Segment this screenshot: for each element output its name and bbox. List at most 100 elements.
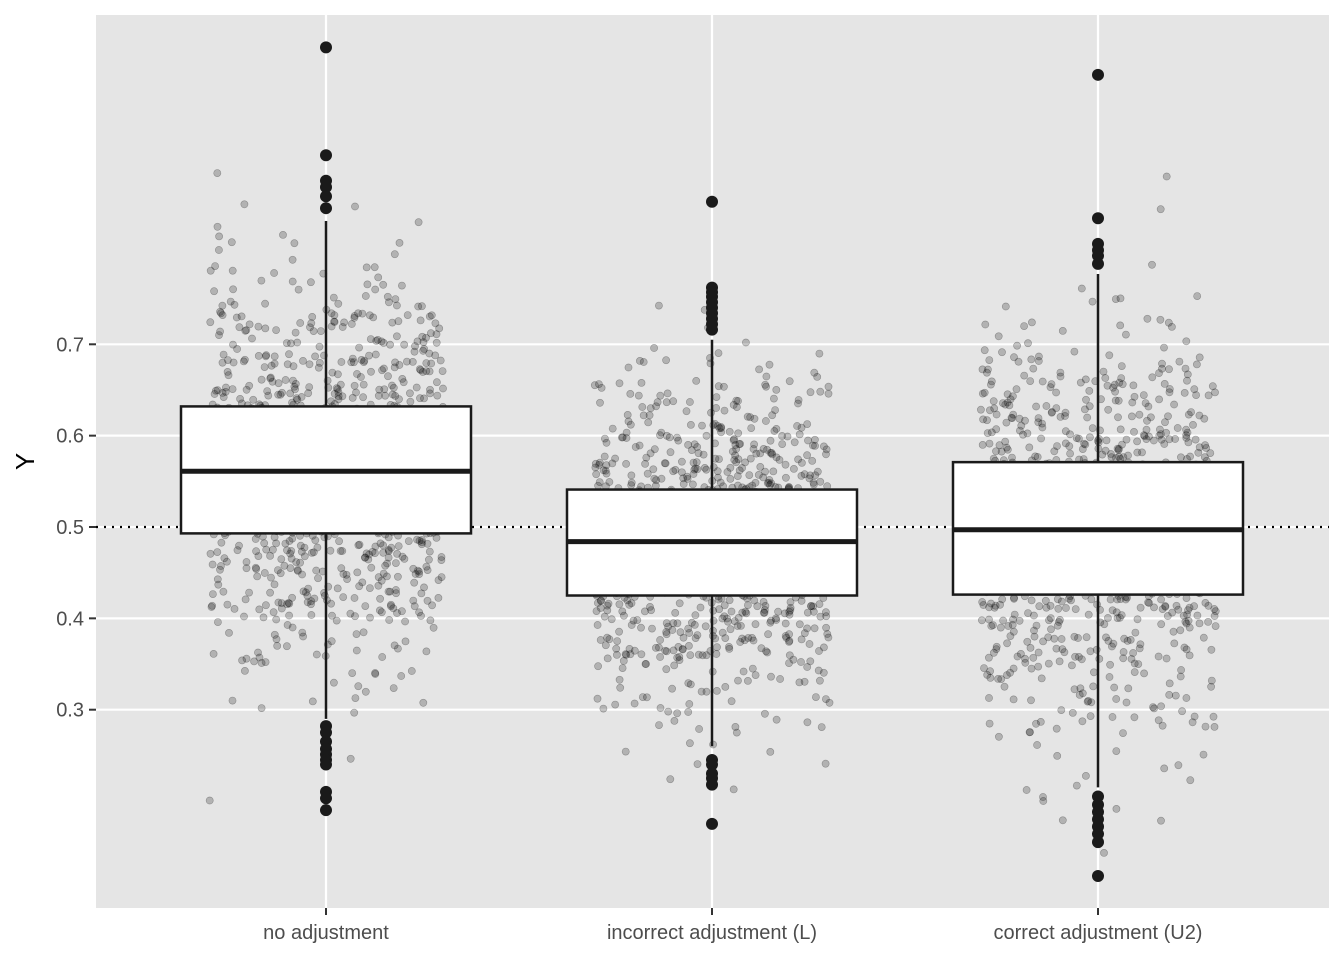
jitter-point [1031,452,1040,461]
jitter-point [272,635,281,644]
jitter-point [1022,786,1031,794]
jitter-point [820,643,828,652]
jitter-point [1114,413,1122,422]
jitter-point [717,428,725,437]
jitter-point [1009,627,1018,636]
jitter-point [1150,603,1158,612]
jitter-point [287,554,296,563]
jitter-point [622,434,631,442]
jitter-point [300,552,309,561]
jitter-point [240,667,249,675]
jitter-point [1023,429,1032,438]
jitter-point [800,470,809,479]
jitter-point [384,298,393,307]
jitter-point [393,572,402,581]
jitter-point [618,664,627,672]
jitter-point [1115,444,1123,453]
jitter-point [1130,659,1139,668]
jitter-point [379,338,388,347]
jitter-point [1140,432,1149,440]
jitter-point [1070,347,1079,356]
jitter-point [1193,611,1202,620]
jitter-point [815,349,824,358]
outlier-point [320,181,332,194]
jitter-point [226,297,235,306]
jitter-point [694,650,703,659]
jitter-point [310,594,319,603]
jitter-point [207,603,216,611]
jitter-point [670,717,679,725]
jitter-point [808,456,817,465]
jitter-point [684,440,692,449]
jitter-point [431,351,440,360]
jitter-point [702,431,711,440]
jitter-point [987,380,995,389]
jitter-point [781,609,789,618]
jitter-point [1210,612,1219,620]
jitter-point [662,665,671,674]
jitter-point [1017,421,1026,430]
jitter-point [1140,669,1148,678]
jitter-point [637,378,646,387]
jitter-point [601,466,610,475]
jitter-point [254,552,263,560]
jitter-point [266,552,274,560]
jitter-point [1009,695,1018,704]
jitter-point [287,339,295,348]
jitter-point [1185,651,1194,660]
y-tick-label: 0.4 [56,608,84,630]
jitter-point [213,386,222,395]
jitter-point [652,476,660,485]
jitter-point [1082,772,1090,780]
jitter-point [280,561,289,570]
jitter-point [221,383,230,392]
jitter-point [1118,440,1126,449]
jitter-point [1168,608,1177,617]
jitter-point [595,460,604,469]
jitter-point [306,323,314,332]
jitter-point [725,427,734,436]
jitter-point [333,385,342,393]
jitter-point [1077,655,1086,664]
jitter-point [637,623,645,632]
jitter-point [718,628,727,637]
jitter-point [1130,427,1138,436]
jitter-point [1076,684,1085,693]
jitter-point [725,643,733,651]
jitter-point [620,611,628,620]
jitter-point [371,670,380,678]
jitter-point [662,398,671,407]
jitter-point [281,539,290,548]
jitter-point [685,700,694,708]
jitter-point [735,466,744,475]
jitter-point [786,598,795,606]
jitter-point [1174,605,1183,614]
jitter-point [600,452,609,461]
jitter-point [208,601,216,610]
jitter-point [990,603,999,612]
jitter-point [738,634,746,643]
jitter-point [414,218,423,227]
jitter-point [336,380,345,389]
jitter-point [221,387,230,396]
jitter-point [781,632,790,640]
jitter-point [1200,453,1209,462]
jitter-point [415,567,423,576]
jitter-point [1057,706,1066,714]
jitter-point [357,355,366,364]
jitter-point [245,588,253,597]
jitter-point [359,628,368,637]
jitter-point [669,397,678,406]
jitter-point [815,600,824,608]
jitter-point [1162,654,1171,663]
jitter-point [985,356,994,364]
jitter-point [1075,653,1083,661]
jitter-point [395,238,404,247]
jitter-point [778,432,786,440]
jitter-point [229,358,238,367]
jitter-point [806,471,815,480]
jitter-point [1110,683,1119,692]
jitter-point [354,309,362,318]
jitter-point [821,759,830,768]
